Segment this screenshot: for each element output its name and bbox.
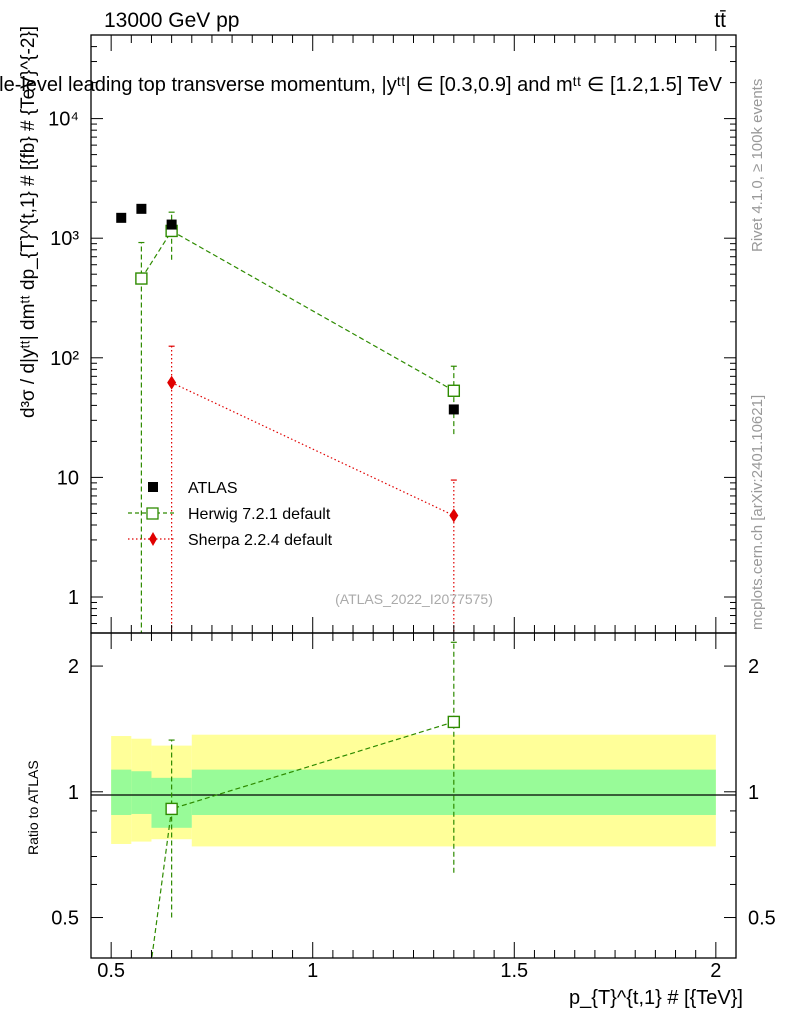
main-atlas-point	[116, 212, 127, 223]
main-sherpa-point	[167, 345, 177, 633]
plot-title: Particle-level leading top transverse mo…	[0, 74, 723, 96]
legend: ATLAS Herwig 7.2.1 default Sherpa 2.2.4 …	[128, 480, 333, 549]
main-atlas-marker	[448, 404, 459, 415]
ratio-herwig-marker	[165, 802, 178, 816]
legend-label-sherpa: Sherpa 2.2.4 default	[188, 532, 333, 549]
legend-entry-herwig: Herwig 7.2.1 default	[128, 506, 331, 523]
ratio-y-tick-label: 2	[68, 656, 79, 678]
ratio-y-axis-title: Ratio to ATLAS	[25, 760, 41, 855]
main-herwig-marker	[135, 272, 148, 285]
energy-label: 13000 GeV pp	[104, 9, 239, 32]
ratio-herwig-point	[447, 641, 461, 873]
main-atlas-marker	[136, 203, 147, 214]
ratio-axes: 0.5 1 1.5 2 0.5 0.5 1 1 2 2	[51, 633, 776, 982]
ratio-herwig-marker	[447, 715, 461, 729]
legend-marker-herwig	[146, 507, 159, 520]
main-y-tick-label: 1	[68, 587, 79, 609]
main-series-layer	[116, 203, 461, 633]
main-y-tick-label: 10³	[50, 228, 79, 250]
legend-label-atlas: ATLAS	[188, 480, 238, 497]
main-sherpa-marker	[449, 508, 459, 523]
main-atlas-marker	[116, 212, 127, 223]
legend-marker-atlas	[148, 482, 158, 492]
rivet-version-label: Rivet 4.1.0, ≥ 100k events	[749, 79, 766, 252]
main-herwig-point	[447, 365, 461, 435]
ratio-y-tick-label-right: 0.5	[748, 908, 776, 930]
main-y-tick-label: 10⁴	[48, 109, 79, 131]
main-y-axis-title: d³σ / d|yᵗᵗ| dmᵗᵗ dp_{T}^{t,1} # [{fb} #…	[18, 26, 39, 418]
x-tick-label: 1.5	[500, 960, 528, 982]
main-atlas-point	[166, 219, 177, 230]
process-label: tt̄	[714, 9, 726, 32]
legend-entry-sherpa: Sherpa 2.2.4 default	[128, 532, 333, 549]
ratio-y-tick-label-right: 1	[748, 782, 759, 804]
main-herwig-point	[165, 211, 178, 260]
ratio-band-inner-0	[111, 769, 132, 815]
ratio-y-tick-label: 1	[68, 782, 79, 804]
main-y-tick-label: 10	[57, 467, 79, 489]
main-sherpa-point	[449, 479, 459, 633]
ratio-series-layer	[151, 641, 461, 958]
main-herwig-marker	[447, 384, 461, 397]
ratio-y-tick-label-right: 2	[748, 656, 759, 678]
legend-label-herwig: Herwig 7.2.1 default	[188, 506, 331, 523]
main-atlas-point	[448, 404, 459, 415]
legend-entry-atlas: ATLAS	[148, 480, 238, 497]
main-sherpa-marker	[167, 375, 177, 390]
ratio-uncertainty-bands	[111, 734, 716, 847]
main-atlas-point	[136, 203, 147, 214]
x-tick-label: 1	[307, 960, 318, 982]
x-tick-label: 2	[710, 960, 721, 982]
main-y-tick-label: 10²	[50, 348, 79, 370]
main-axes: 1 10 10² 10³ 10⁴	[48, 34, 737, 634]
ratio-herwig-point	[165, 739, 178, 918]
ratio-herwig-line	[151, 721, 454, 958]
main-herwig-point	[135, 241, 148, 633]
ratio-band-inner-1	[131, 771, 152, 814]
x-tick-label: 0.5	[97, 960, 125, 982]
main-herwig-line	[140, 230, 455, 392]
mcplots-label: mcplots.cern.ch [arXiv:2401.10621]	[749, 395, 766, 630]
ratio-y-tick-label: 0.5	[51, 908, 79, 930]
x-axis-title: p_{T}^{t,1} # [{TeV}]	[569, 987, 743, 1009]
analysis-watermark: (ATLAS_2022_I2077575)	[335, 591, 493, 607]
main-atlas-marker	[166, 219, 177, 230]
legend-marker-sherpa	[149, 532, 157, 546]
